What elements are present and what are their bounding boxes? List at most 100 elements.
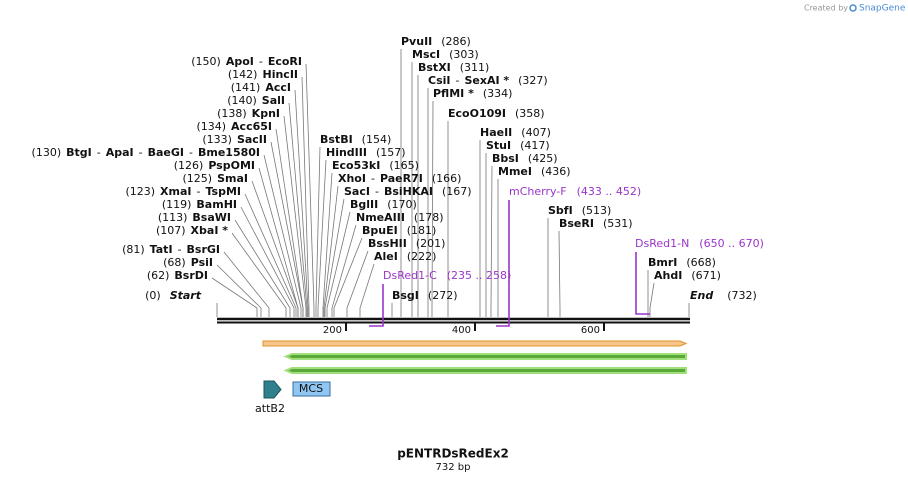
label-part: (0) [145, 289, 161, 302]
ruler-label: 600 [581, 325, 600, 336]
site-label: (113) BsaWI [158, 211, 231, 224]
site-label: (141) AccI [231, 81, 291, 94]
label-part: - [178, 243, 182, 256]
label-part: (113) [158, 211, 188, 224]
label-part: (81) [122, 243, 145, 256]
site-label: XhoI - PaeR7I (166) [338, 172, 461, 185]
site-label: BssHII (201) [368, 237, 445, 250]
site-label: (68) PsiI [163, 256, 213, 269]
label-part: (358) [515, 107, 545, 120]
leader-line [315, 146, 321, 317]
site-label: BsgI (272) [392, 289, 458, 302]
label-part: PsiI [191, 256, 213, 269]
site-label: BstXI (311) [418, 61, 489, 74]
label-part: (130) [32, 146, 62, 159]
label-part: (433 .. 452) [577, 185, 642, 198]
site-label: SacI - BsiHKAI (167) [344, 185, 472, 198]
label-part: (513) [582, 204, 612, 217]
label-part: mCherry-F [509, 185, 567, 198]
label-part: (235 .. 258) [447, 269, 512, 282]
label-part: MmeI [498, 165, 532, 178]
label-part: (62) [147, 269, 170, 282]
label-part: (166) [432, 172, 462, 185]
site-label: HaeII (407) [480, 126, 551, 139]
label-part: (157) [376, 146, 406, 159]
label-part: Eco53kI [332, 159, 380, 172]
label-part: (425) [528, 152, 558, 165]
primer-label: DsRed1-C (235 .. 258) [383, 269, 511, 282]
logo [849, 4, 857, 12]
site-label: BstBI (154) [320, 133, 391, 146]
site-label: (125) SmaI [183, 172, 249, 185]
label-part: BpuEI [362, 224, 398, 237]
label-part: (107) [156, 224, 186, 237]
label-part: (119) [162, 198, 192, 211]
leader-line [333, 237, 363, 317]
site-label: (134) Acc65I [196, 120, 272, 133]
feature-green [283, 367, 687, 374]
label-part: SbfI [548, 204, 573, 217]
site-label: StuI (417) [486, 139, 550, 152]
site-label: BseRI (531) [559, 217, 633, 230]
site-label: BpuEI (181) [362, 224, 436, 237]
primer-line [369, 284, 384, 327]
leader-line [244, 193, 297, 317]
label-part: - [197, 185, 201, 198]
label-part: - [375, 185, 379, 198]
site-label: (140) SalI [227, 94, 285, 107]
primer-line [635, 252, 650, 315]
site-label: EcoO109I (358) [448, 107, 545, 120]
label-part: (222) [407, 250, 437, 263]
label-part: (650 .. 670) [699, 237, 764, 250]
label-part: (311) [460, 61, 490, 74]
leader-line [240, 206, 295, 317]
label-part: (181) [407, 224, 437, 237]
label-part: BssHII [368, 237, 407, 250]
label-part: (436) [541, 165, 571, 178]
label-part: (142) [228, 68, 258, 81]
leader-line [558, 230, 561, 317]
label-part: TatI [150, 243, 173, 256]
label-part: EcoRI [268, 55, 302, 68]
label-part: Acc65I [231, 120, 272, 133]
label-part: (407) [521, 126, 551, 139]
site-label: (130) BtgI - ApaI - BaeGI - Bme1580I [32, 146, 260, 159]
leader-line [649, 282, 655, 317]
label-part: (126) [174, 159, 204, 172]
label-part: AhdI [654, 269, 682, 282]
start-label: (0) Start [145, 289, 202, 302]
label-part: CsiI [428, 74, 450, 87]
label-part: (178) [414, 211, 444, 224]
label-part: BsgI [392, 289, 419, 302]
site-label: BglII (170) [350, 198, 417, 211]
label-part: - [189, 146, 193, 159]
mcs-box [292, 381, 331, 397]
leader-line [231, 232, 287, 317]
site-label: (133) SacII [202, 133, 267, 146]
label-part: XbaI * [191, 224, 229, 237]
feature-label: attB2 [255, 402, 285, 415]
label-part: (165) [389, 159, 419, 172]
label-part: (68) [163, 256, 186, 269]
label-part: (140) [227, 94, 257, 107]
label-part: KpnI [252, 107, 280, 120]
label-part: EcoO109I [448, 107, 506, 120]
label-part: BmrI [648, 256, 677, 269]
label-part: PflMI * [433, 87, 474, 100]
site-label: SbfI (513) [548, 204, 611, 217]
site-label: Eco53kI (165) [332, 159, 419, 172]
label-part: (201) [416, 237, 446, 250]
leader-line [288, 102, 308, 317]
label-part: (417) [520, 139, 550, 152]
label-part: BsrDI [174, 269, 208, 282]
label-part: (167) [442, 185, 472, 198]
site-label: HindIII (157) [326, 146, 406, 159]
feature-green [283, 353, 687, 360]
site-label: (142) HincII [228, 68, 298, 81]
label-part: (286) [441, 35, 471, 48]
site-label: (62) BsrDI [147, 269, 208, 282]
ruler-label: 400 [452, 325, 471, 336]
leader-line [211, 277, 258, 317]
label-part: PspOMI [208, 159, 255, 172]
